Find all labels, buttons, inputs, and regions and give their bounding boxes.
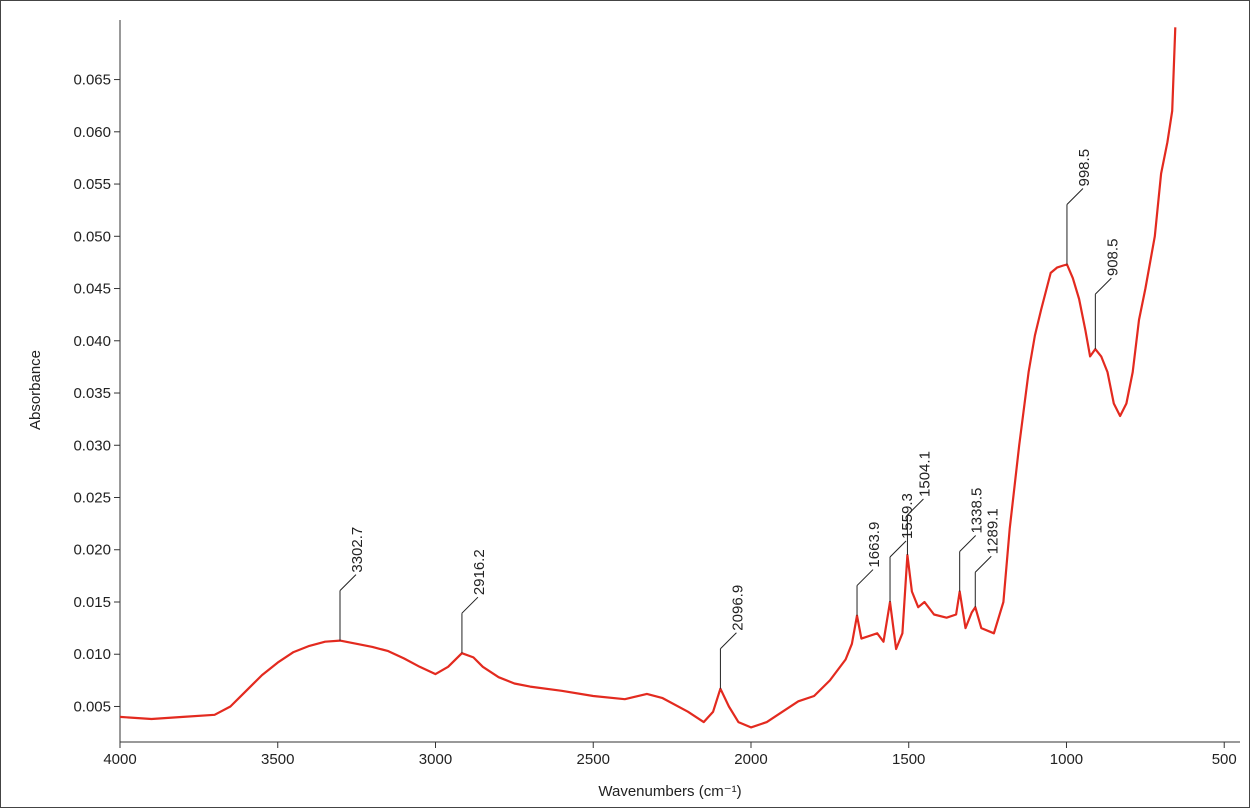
annotation-label: 2916.2 <box>471 549 488 595</box>
y-tick-label: 0.005 <box>73 698 111 715</box>
x-tick-label: 3500 <box>261 751 294 768</box>
annotation-label: 1289.1 <box>984 508 1001 554</box>
annotation-leader <box>974 555 992 573</box>
y-tick-label: 0.010 <box>73 646 111 663</box>
x-tick-label: 3000 <box>419 751 452 768</box>
annotation-label: 3302.7 <box>349 527 366 573</box>
y-tick-label: 0.055 <box>73 176 111 193</box>
annotation-leader <box>1094 277 1112 295</box>
annotation-leader <box>907 498 924 516</box>
y-tick-label: 0.065 <box>73 72 111 89</box>
annotation-label: 1504.1 <box>916 451 933 497</box>
y-tick-label: 0.030 <box>73 437 111 454</box>
annotation-label: 1338.5 <box>969 488 986 534</box>
annotation-label: 2096.9 <box>729 585 746 631</box>
annotation-leader <box>461 596 479 614</box>
annotation-label: 908.5 <box>1104 239 1121 277</box>
annotation-label: 998.5 <box>1076 149 1093 187</box>
annotation-label: 1663.9 <box>866 522 883 568</box>
y-tick-label: 0.020 <box>73 542 111 559</box>
annotation-leader <box>889 540 907 558</box>
annotation-leader <box>1066 188 1084 205</box>
spectrum-line <box>119 27 1177 729</box>
y-tick-label: 0.040 <box>73 333 111 350</box>
x-tick-label: 2500 <box>577 751 610 768</box>
y-tick-label: 0.060 <box>73 124 111 141</box>
annotation-leader <box>720 632 737 650</box>
x-tick-label: 2000 <box>734 751 767 768</box>
x-tick-label: 500 <box>1212 751 1237 768</box>
x-axis-title: Wavenumbers (cm⁻¹) <box>598 783 741 800</box>
annotation-leader <box>339 574 357 592</box>
y-tick-label: 0.025 <box>73 490 111 507</box>
x-tick-label: 1000 <box>1050 751 1083 768</box>
annotation-leader <box>856 569 874 586</box>
y-tick-label: 0.035 <box>73 385 111 402</box>
y-axis-title: Absorbance <box>27 350 44 430</box>
y-tick-label: 0.050 <box>73 228 111 245</box>
x-tick-label: 4000 <box>103 751 136 768</box>
y-tick-label: 0.015 <box>73 594 111 611</box>
annotation-leader <box>959 535 977 552</box>
x-tick-label: 1500 <box>892 751 925 768</box>
y-tick-label: 0.045 <box>73 281 111 298</box>
